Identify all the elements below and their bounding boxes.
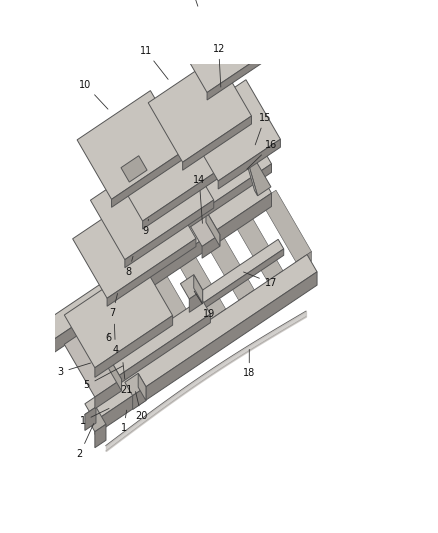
Text: 4: 4 (113, 324, 119, 355)
Polygon shape (148, 56, 251, 162)
Polygon shape (95, 379, 121, 409)
Text: 17: 17 (244, 272, 277, 288)
Polygon shape (112, 150, 185, 207)
Polygon shape (202, 235, 220, 258)
Polygon shape (107, 239, 196, 306)
Polygon shape (165, 164, 272, 244)
Polygon shape (91, 326, 121, 391)
Text: 14: 14 (193, 175, 205, 223)
Text: 7: 7 (110, 294, 117, 318)
Polygon shape (267, 271, 283, 291)
Polygon shape (143, 161, 232, 229)
Polygon shape (92, 309, 139, 349)
Polygon shape (64, 263, 173, 368)
Polygon shape (194, 274, 203, 303)
Polygon shape (85, 255, 317, 421)
Polygon shape (121, 156, 147, 182)
Polygon shape (155, 147, 272, 236)
Polygon shape (85, 407, 106, 432)
Polygon shape (296, 252, 311, 272)
Text: 8: 8 (126, 256, 133, 277)
Text: 18: 18 (243, 350, 255, 378)
Polygon shape (173, 0, 274, 93)
Polygon shape (99, 322, 139, 356)
Text: 1: 1 (121, 410, 127, 433)
Text: 1: 1 (80, 408, 109, 426)
Polygon shape (60, 325, 112, 397)
Polygon shape (182, 328, 197, 349)
Text: 3: 3 (57, 363, 91, 377)
Text: 11: 11 (140, 46, 168, 79)
Polygon shape (112, 346, 134, 368)
Polygon shape (117, 286, 169, 358)
Polygon shape (153, 348, 169, 368)
Polygon shape (124, 367, 140, 387)
Polygon shape (95, 316, 173, 377)
Polygon shape (89, 305, 140, 377)
Polygon shape (189, 239, 284, 309)
Text: 13: 13 (180, 0, 198, 6)
Polygon shape (210, 309, 226, 329)
Text: 10: 10 (79, 80, 108, 109)
Text: 6: 6 (106, 333, 112, 343)
Polygon shape (108, 102, 232, 221)
Text: 15: 15 (255, 112, 271, 145)
Polygon shape (95, 424, 106, 448)
Polygon shape (125, 373, 146, 395)
Polygon shape (95, 272, 317, 434)
Text: 5: 5 (83, 366, 123, 390)
Polygon shape (146, 267, 197, 339)
Polygon shape (175, 248, 226, 320)
Polygon shape (49, 193, 272, 356)
Polygon shape (188, 211, 220, 246)
Text: 2: 2 (77, 424, 94, 459)
Text: 20: 20 (135, 392, 148, 422)
Polygon shape (184, 80, 280, 181)
Polygon shape (125, 200, 214, 268)
Polygon shape (239, 290, 254, 310)
Text: 12: 12 (212, 44, 225, 87)
Polygon shape (85, 407, 96, 431)
Text: 16: 16 (247, 140, 278, 169)
Polygon shape (96, 386, 112, 406)
Polygon shape (73, 179, 196, 298)
Polygon shape (99, 314, 210, 397)
Text: 21: 21 (120, 362, 132, 394)
Polygon shape (261, 190, 311, 262)
Polygon shape (39, 176, 272, 342)
Polygon shape (232, 209, 283, 281)
Polygon shape (239, 132, 271, 196)
Polygon shape (236, 127, 258, 196)
Polygon shape (77, 91, 185, 199)
Polygon shape (133, 387, 146, 409)
Polygon shape (180, 274, 203, 299)
Polygon shape (207, 48, 274, 100)
Text: 9: 9 (142, 219, 148, 236)
Polygon shape (90, 299, 210, 389)
Polygon shape (90, 141, 214, 260)
Polygon shape (206, 211, 220, 246)
Polygon shape (203, 229, 254, 301)
Text: 19: 19 (194, 291, 215, 319)
Polygon shape (195, 249, 284, 315)
Polygon shape (138, 373, 146, 401)
Polygon shape (218, 139, 280, 189)
Polygon shape (183, 116, 251, 170)
Polygon shape (64, 326, 121, 397)
Polygon shape (189, 290, 203, 312)
